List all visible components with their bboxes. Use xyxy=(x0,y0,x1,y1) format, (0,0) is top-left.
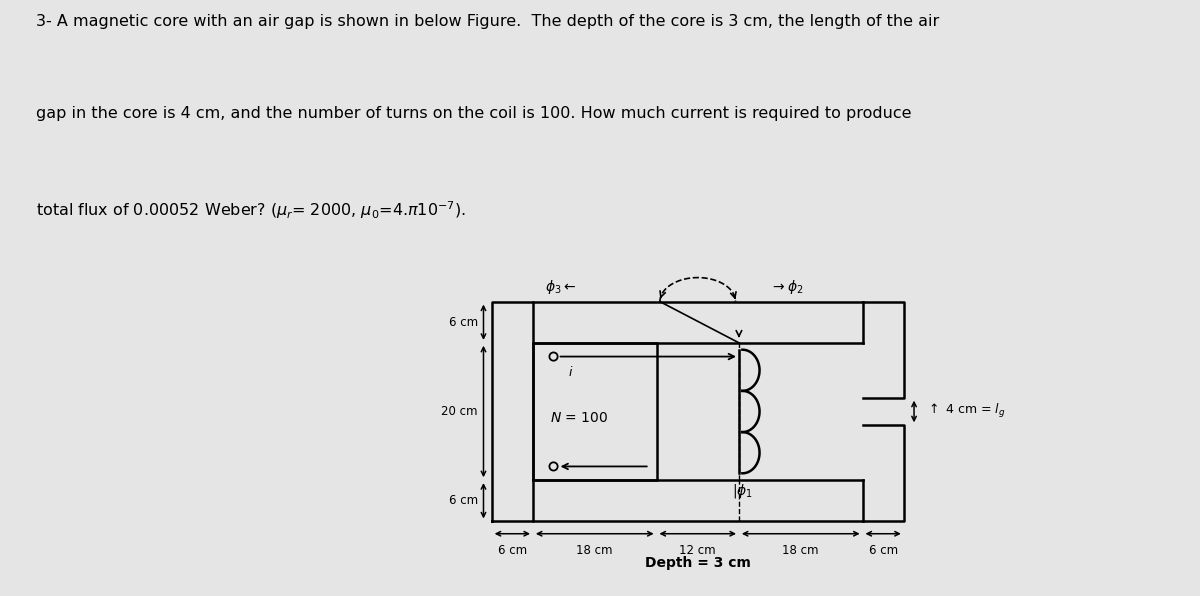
Text: $\phi_3\leftarrow$: $\phi_3\leftarrow$ xyxy=(545,278,576,296)
Text: total flux of 0.00052 Weber? ($\mu_r$= 2000, $\mu_0$=4.$\pi$10$^{-7}$).: total flux of 0.00052 Weber? ($\mu_r$= 2… xyxy=(36,199,466,221)
Text: 18 cm: 18 cm xyxy=(782,544,818,557)
Text: Depth = 3 cm: Depth = 3 cm xyxy=(644,555,751,570)
Text: 12 cm: 12 cm xyxy=(679,544,716,557)
Text: 18 cm: 18 cm xyxy=(576,544,613,557)
Text: 20 cm: 20 cm xyxy=(442,405,478,418)
Text: 3- A magnetic core with an air gap is shown in below Figure.  The depth of the c: 3- A magnetic core with an air gap is sh… xyxy=(36,14,940,29)
Text: 6 cm: 6 cm xyxy=(449,316,478,329)
Text: $\rightarrow\phi_2$: $\rightarrow\phi_2$ xyxy=(770,278,804,296)
Text: 6 cm: 6 cm xyxy=(449,494,478,507)
Text: $N$ = 100: $N$ = 100 xyxy=(550,411,608,426)
Text: 6 cm: 6 cm xyxy=(869,544,898,557)
Text: gap in the core is 4 cm, and the number of turns on the coil is 100. How much cu: gap in the core is 4 cm, and the number … xyxy=(36,107,912,122)
Text: $\uparrow$ 4 cm = $l_g$: $\uparrow$ 4 cm = $l_g$ xyxy=(925,402,1006,421)
Text: $i$: $i$ xyxy=(568,365,574,379)
Text: $|\phi_1$: $|\phi_1$ xyxy=(732,482,752,500)
Text: 6 cm: 6 cm xyxy=(498,544,527,557)
